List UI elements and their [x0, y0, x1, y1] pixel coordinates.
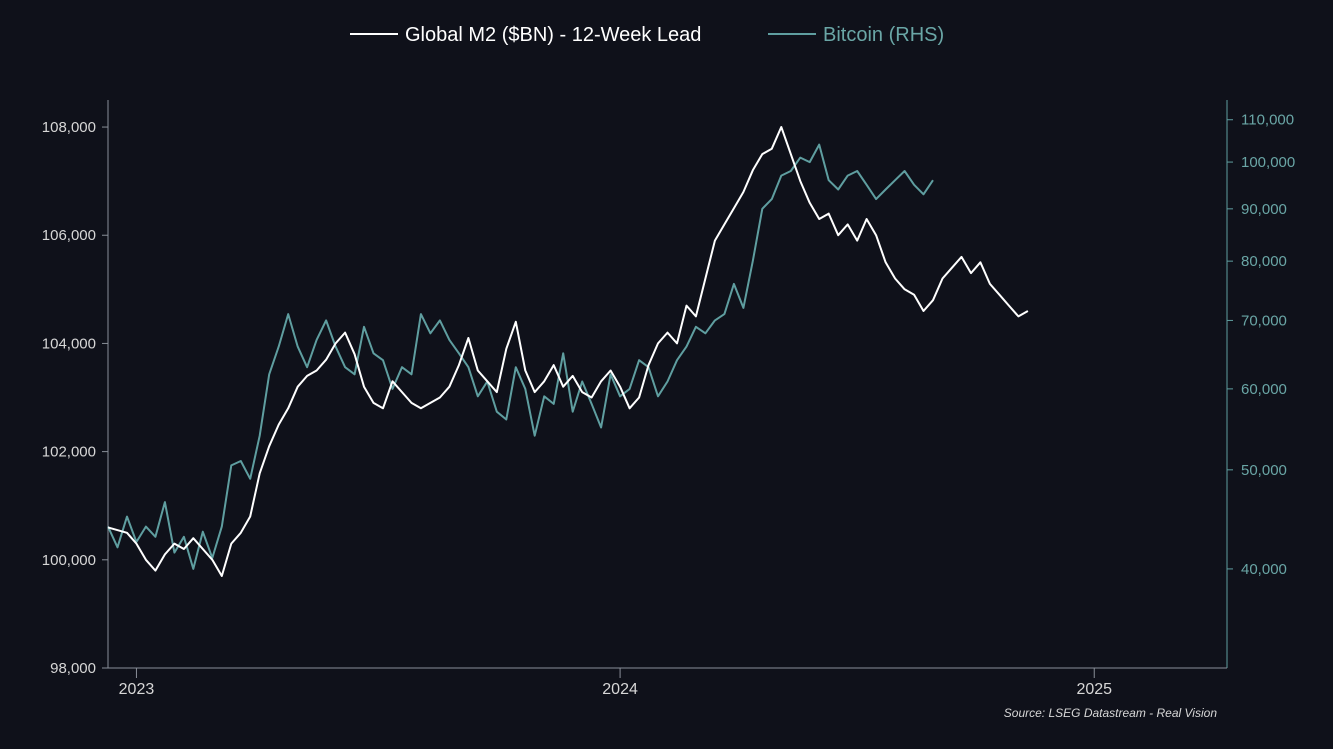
right-tick-label: 40,000 — [1241, 561, 1287, 578]
x-tick-label: 2023 — [119, 681, 155, 698]
right-tick-label: 80,000 — [1241, 253, 1287, 270]
series-line-m2 — [107, 126, 1029, 577]
legend-label-bitcoin: Bitcoin (RHS) — [823, 24, 944, 46]
series-line-bitcoin — [107, 143, 934, 570]
legend: Global M2 ($BN) - 12-Week Lead Bitcoin (… — [350, 24, 944, 46]
left-tick-label: 102,000 — [42, 444, 96, 461]
right-tick-label: 70,000 — [1241, 312, 1287, 329]
x-tick-label: 2025 — [1076, 681, 1112, 698]
left-tick-label: 108,000 — [42, 119, 96, 136]
right-tick-label: 90,000 — [1241, 201, 1287, 218]
left-axis-ticks: 98,000 100,000 102,000 104,000 106,000 108,00… — [42, 119, 108, 677]
source-annotation: Source: LSEG Datastream - Real Vision — [1004, 706, 1218, 720]
right-axis-ticks: 40,000 50,000 60,000 70,000 80,000 90,000 100,… — [1227, 112, 1295, 578]
left-tick-label: 98,000 — [50, 660, 96, 677]
right-tick-label: 100,000 — [1241, 154, 1295, 171]
right-tick-label: 50,000 — [1241, 462, 1287, 479]
left-tick-label: 100,000 — [42, 552, 96, 569]
right-tick-label: 60,000 — [1241, 381, 1287, 398]
legend-label-m2: Global M2 ($BN) - 12-Week Lead — [405, 24, 701, 46]
x-tick-label: 2024 — [602, 681, 638, 698]
left-tick-label: 104,000 — [42, 335, 96, 352]
x-axis-ticks: 2023 2024 2025 — [119, 668, 1112, 698]
left-tick-label: 106,000 — [42, 227, 96, 244]
right-tick-label: 110,000 — [1241, 112, 1294, 129]
